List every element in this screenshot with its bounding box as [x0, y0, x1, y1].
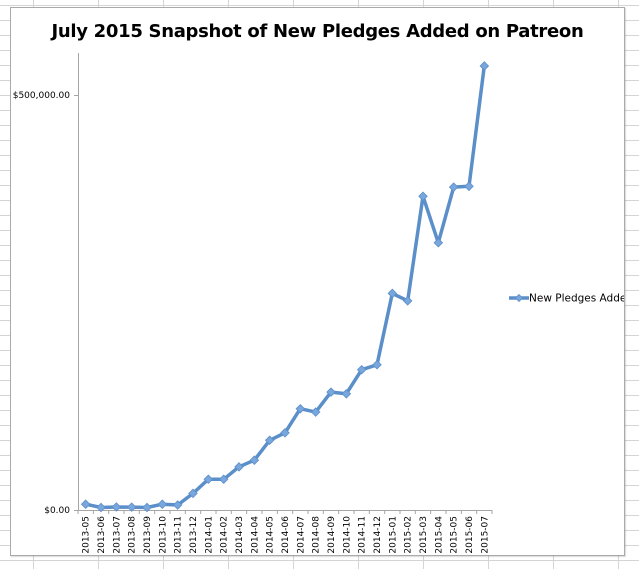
data-point-marker — [372, 359, 382, 370]
x-tick-label: 2014-12 — [373, 516, 383, 554]
x-tick-label: 2013-07 — [112, 516, 122, 554]
chart-area[interactable]: July 2015 Snapshot of New Pledges Added … — [10, 7, 625, 556]
x-tick-label: 2013-05 — [82, 516, 92, 554]
x-tick-label: 2015-07 — [480, 516, 490, 554]
x-tick-label: 2013-12 — [189, 516, 199, 554]
data-point-marker — [387, 288, 398, 299]
x-tick-label: 2015-02 — [404, 516, 414, 554]
data-point-marker — [188, 488, 198, 499]
plot-area: $0.00 $500,000.00 2013-05 2013-06 2013-07 201… — [13, 53, 624, 554]
y-tick-label: $0.00 — [44, 506, 70, 516]
x-tick-label: 2013-10 — [158, 516, 168, 554]
data-point-marker — [249, 455, 260, 465]
x-tick-label: 2013-06 — [97, 516, 107, 554]
x-tick-label: 2014-01 — [204, 516, 214, 554]
x-tick-label: 2014-07 — [296, 516, 306, 554]
x-tick-label: 2015-05 — [450, 516, 460, 554]
data-point-marker — [448, 182, 459, 192]
data-point-marker — [464, 181, 474, 192]
x-tick-label: 2013-11 — [174, 516, 184, 554]
data-point-marker — [295, 403, 306, 414]
x-tick-label: 2015-04 — [434, 516, 444, 554]
x-tick-label: 2015-06 — [465, 516, 475, 554]
x-tick-label: 2014-06 — [281, 516, 291, 554]
data-point-marker — [218, 474, 229, 485]
x-tick-label: 2014-03 — [235, 516, 245, 554]
x-tick-label: 2014-10 — [342, 516, 352, 554]
data-point-marker — [479, 61, 490, 71]
data-point-marker — [80, 499, 91, 509]
x-tick-label: 2014-04 — [250, 516, 260, 554]
data-point-marker — [280, 428, 290, 438]
y-tick-label: $500,000.00 — [13, 91, 71, 101]
x-tick-label: 2015-03 — [419, 516, 429, 554]
data-point-marker — [418, 191, 428, 202]
x-tick-label: 2013-08 — [128, 516, 138, 554]
x-tick-label: 2014-11 — [358, 516, 368, 554]
data-point-marker — [402, 296, 413, 306]
x-tick-label: 2014-08 — [312, 516, 322, 554]
data-point-marker — [326, 387, 336, 397]
legend-marker-sample — [514, 293, 524, 303]
legend-label: New Pledges Added — [529, 293, 624, 305]
series-line — [83, 64, 487, 510]
data-point-marker — [172, 500, 183, 510]
x-tick-label: 2014-05 — [266, 516, 276, 554]
data-point-marker — [234, 462, 244, 472]
data-point-marker — [96, 502, 106, 513]
data-point-marker — [310, 407, 321, 417]
data-point-marker — [356, 364, 367, 375]
x-tick-label: 2014-09 — [327, 516, 337, 554]
data-point-marker — [126, 502, 137, 512]
data-point-marker — [341, 389, 352, 399]
data-point-marker — [264, 435, 275, 446]
chart-title: July 2015 Snapshot of New Pledges Added … — [51, 21, 584, 42]
data-point-marker — [157, 499, 168, 509]
data-point-marker — [111, 502, 122, 512]
data-point-marker — [142, 502, 152, 513]
data-point-marker — [433, 237, 444, 248]
x-tick-label: 2013-09 — [143, 516, 153, 554]
data-point-marker — [203, 474, 214, 485]
x-tick-label: 2014-02 — [220, 516, 230, 554]
x-tick-label: 2015-01 — [388, 516, 398, 554]
